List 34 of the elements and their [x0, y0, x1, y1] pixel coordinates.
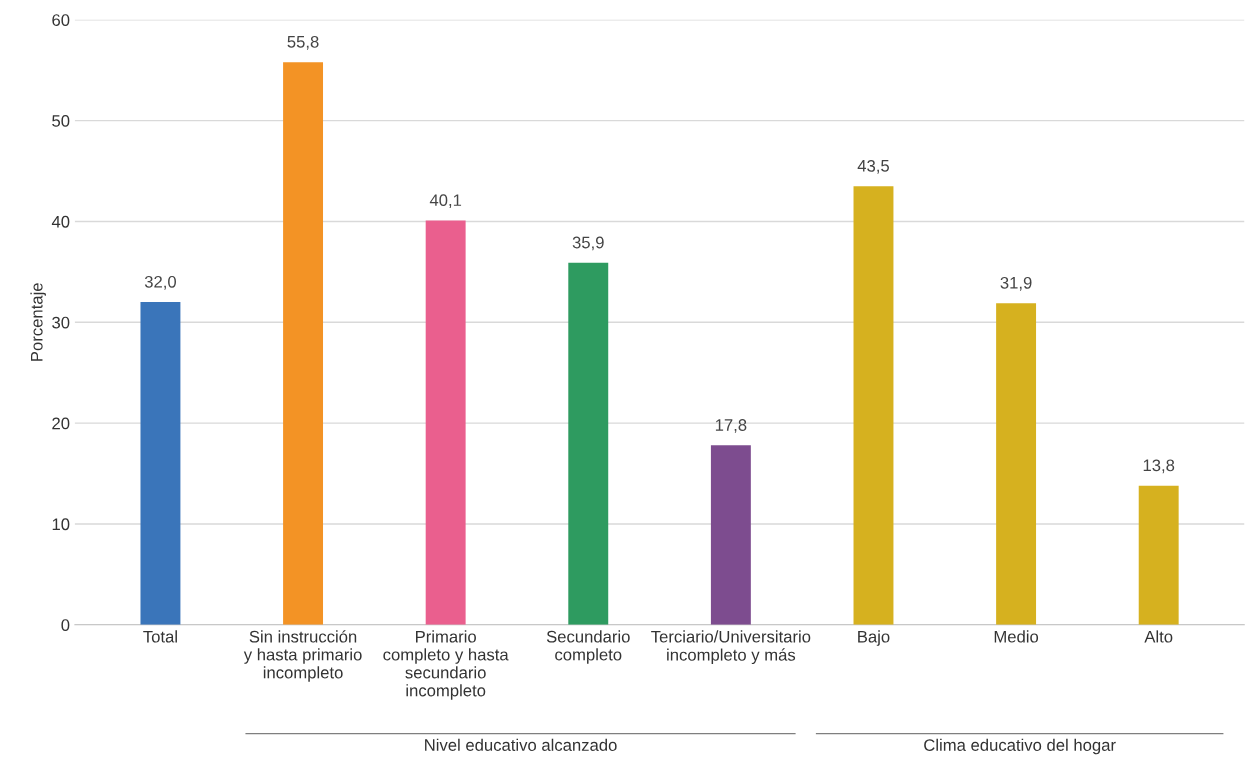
y-tick-label: 60 [52, 14, 70, 26]
y-tick-label: 40 [51, 215, 70, 228]
data-label: 31,9 [1000, 276, 1032, 291]
y-tick-label: 30 [52, 316, 70, 329]
x-tick-label: Total [143, 630, 177, 643]
y-tick-label: 0 [61, 619, 70, 631]
bar [1138, 485, 1179, 625]
bar [853, 186, 894, 625]
y-tick-label: 50 [52, 115, 70, 127]
data-label: 35,9 [572, 236, 604, 251]
x-tick-label: Primario completo y hasta secundario incompleto [383, 630, 509, 700]
bar [425, 220, 466, 625]
x-tick-label: Sin instrucción y hasta primario incompleto [243, 630, 362, 682]
x-tick-label: Alto [1144, 630, 1173, 643]
bar [996, 303, 1037, 625]
data-label: 17,8 [715, 419, 747, 433]
text: Nivel educativo alcanzado [425, 738, 617, 751]
y-axis-title: Porcentaje [30, 283, 46, 361]
y-tick-label: 10 [52, 518, 70, 531]
bar [568, 262, 609, 625]
x-tick-label: Medio [994, 630, 1039, 643]
x-tick-label: Terciario/Universitario incompleto y más [651, 630, 811, 665]
bar [140, 302, 181, 625]
x-tick-label: Bajo [858, 630, 890, 646]
bar [710, 445, 751, 625]
text: Clima educativo del hogar [924, 738, 1116, 755]
y-tick-label: 20 [52, 417, 70, 430]
data-label: 13,8 [1143, 459, 1175, 474]
data-label: 40,1 [429, 194, 462, 209]
data-label: 55,8 [287, 35, 319, 50]
x-tick-label: Secundario completo [546, 630, 630, 664]
data-label: 43,5 [857, 159, 889, 174]
data-label: 32,0 [144, 275, 177, 290]
bar [283, 62, 324, 625]
